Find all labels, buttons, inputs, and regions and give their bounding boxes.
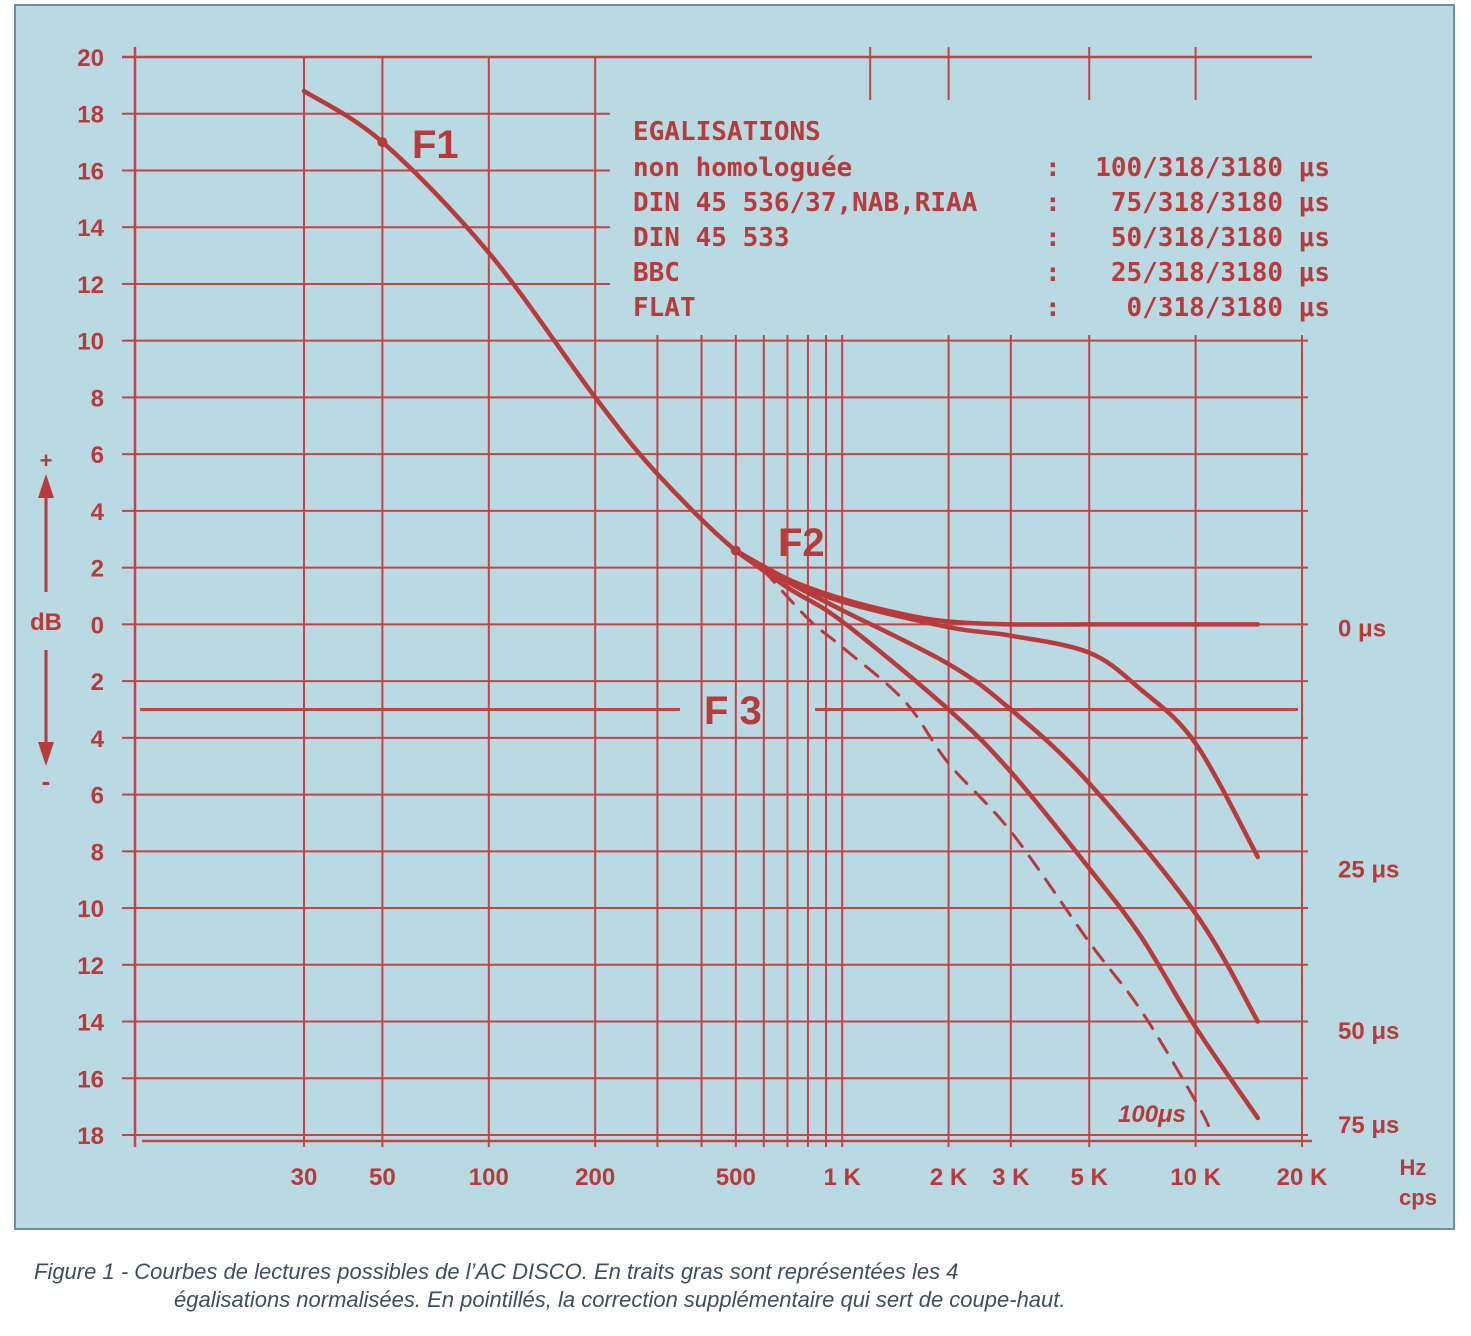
curve-marker	[377, 137, 388, 148]
x-tick-label: 3 K	[992, 1164, 1030, 1191]
y-tick-label: 0	[91, 612, 104, 639]
x-unit-hz: Hz	[1400, 1155, 1427, 1180]
y-tick-label: 18	[77, 102, 104, 129]
legend-row-sep: :	[1045, 258, 1061, 288]
y-tick-label: 8	[91, 839, 104, 866]
y-tick-label: 18	[77, 1123, 104, 1150]
caption-line-2: égalisations normalisées. En pointillés,…	[174, 1287, 1066, 1312]
legend-row-name: FLAT	[633, 293, 696, 323]
caption-line-1: Figure 1 - Courbes de lectures possibles…	[34, 1259, 959, 1284]
series-line-75-s	[733, 548, 1261, 1121]
annotation-100us: 100μs	[1118, 1101, 1186, 1128]
axes	[38, 47, 1312, 1147]
y-tick-label: 6	[91, 442, 104, 469]
x-tick-label: 5 K	[1071, 1164, 1109, 1191]
series-label: 0 μs	[1338, 615, 1386, 642]
legend-row-sep: :	[1045, 293, 1061, 323]
legend-row-name: DIN 45 536/37,NAB,RIAA	[633, 188, 978, 218]
x-tick-label: 1 K	[824, 1164, 862, 1191]
y-tick-label: 14	[77, 1010, 104, 1037]
curves	[301, 88, 1261, 1131]
ylabel-db: dB	[30, 609, 62, 636]
legend-row-value: 100/318/3180 μs	[1095, 153, 1330, 183]
x-tick-label: 200	[575, 1164, 615, 1191]
annotation-f3: F 3	[704, 689, 762, 733]
chart-panel	[14, 4, 1455, 1230]
series-label: 25 μs	[1338, 857, 1399, 884]
x-tick-label: 30	[291, 1164, 318, 1191]
y-tick-label: 2	[91, 669, 104, 696]
y-tick-label: 10	[77, 896, 104, 923]
legend-row-value: 75/318/3180 μs	[1111, 188, 1330, 218]
y-tick-label: 8	[91, 385, 104, 412]
legend-row-sep: :	[1045, 153, 1061, 183]
series-line-100-s	[762, 569, 1212, 1131]
legend-row-sep: :	[1045, 223, 1061, 253]
legend-row-name: DIN 45 533	[633, 223, 790, 253]
y-tick-label: 12	[77, 953, 104, 980]
legend-title: EGALISATIONS	[633, 117, 821, 147]
annotation-f2: F2	[778, 521, 825, 565]
grid	[135, 56, 1308, 1147]
annotation-f1: F1	[412, 123, 459, 167]
series-label: 75 μs	[1338, 1112, 1399, 1139]
legend-row-value: 0/318/3180 μs	[1127, 293, 1331, 323]
legend-row-name: non homologuée	[633, 153, 852, 183]
legend-row-name: BBC	[633, 258, 680, 288]
y-tick-label: 10	[77, 329, 104, 356]
x-tick-label: 20 K	[1277, 1164, 1328, 1191]
x-tick-label: 10 K	[1170, 1164, 1221, 1191]
y-tick-label: 16	[77, 1066, 104, 1093]
curve-marker	[730, 545, 741, 556]
x-tick-label: 100	[469, 1164, 509, 1191]
figure-caption: Figure 1 - Courbes de lectures possibles…	[34, 1258, 1454, 1314]
y-tick-label: 2	[91, 556, 104, 583]
arrow-up-icon	[38, 474, 54, 498]
y-tick-label: 4	[91, 726, 105, 753]
y-tick-label: 14	[77, 215, 104, 242]
series-label: 50 μs	[1338, 1018, 1399, 1045]
legend-row-value: 50/318/3180 μs	[1111, 223, 1330, 253]
series-line-25-s	[733, 548, 1261, 860]
y-tick-label: 16	[77, 158, 104, 185]
x-unit-cps: cps	[1399, 1185, 1437, 1210]
ylabel-minus: -	[42, 766, 51, 796]
legend-row-sep: :	[1045, 188, 1061, 218]
ylabel-plus: +	[40, 448, 53, 473]
legend-row-value: 25/318/3180 μs	[1111, 258, 1330, 288]
x-tick-label: 50	[369, 1164, 396, 1191]
y-tick-label: 6	[91, 783, 104, 810]
x-tick-label: 2 K	[930, 1164, 968, 1191]
y-tick-label: 12	[77, 272, 104, 299]
arrow-down-icon	[38, 742, 54, 766]
y-tick-label: 4	[91, 499, 105, 526]
series-line-50-s	[733, 548, 1261, 1024]
x-tick-label: 500	[716, 1164, 756, 1191]
y-tick-label: 20	[77, 45, 104, 72]
